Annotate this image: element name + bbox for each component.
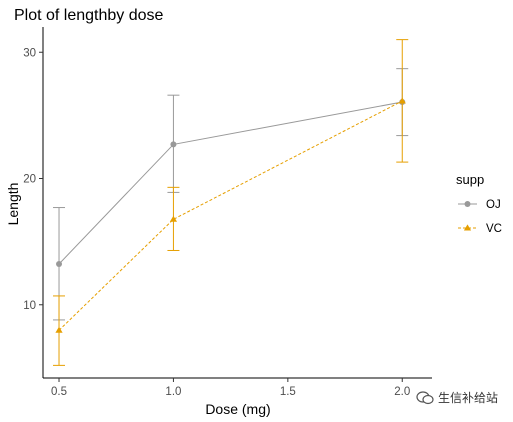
x-tick-label: 0.5 [51,386,67,398]
point-vc [398,97,406,104]
point-oj [56,260,63,267]
legend-key-marker-oj [464,201,471,207]
legend-key-marker-vc [463,224,472,231]
x-tick-label: 2.0 [394,386,410,398]
y-tick-label: 10 [23,300,36,312]
legend-label-oj: OJ [486,199,501,211]
wechat-icon [416,390,434,404]
x-axis-title: Dose (mg) [205,401,270,417]
legend: supp OJ VC [456,172,502,235]
y-tick-label: 20 [23,174,36,186]
point-oj [170,141,177,148]
point-vc [169,215,178,222]
watermark: 生信补给站 [416,389,498,406]
plot-area: 0.5 1.0 1.5 2.0 10 20 30 [23,27,432,398]
y-axis-title: Length [5,183,21,226]
legend-title: supp [456,172,484,187]
legend-keys [458,201,477,231]
series-line-oj [58,101,403,265]
series-line-vc [58,100,403,331]
legend-label-vc: VC [486,223,502,235]
point-vc [55,326,63,333]
x-tick-label: 1.5 [280,386,296,398]
y-tick-label: 30 [23,47,36,59]
chart-title: Plot of lengthby dose [14,7,164,24]
x-tick-label: 1.0 [165,386,181,398]
watermark-text: 生信补给站 [438,391,499,405]
